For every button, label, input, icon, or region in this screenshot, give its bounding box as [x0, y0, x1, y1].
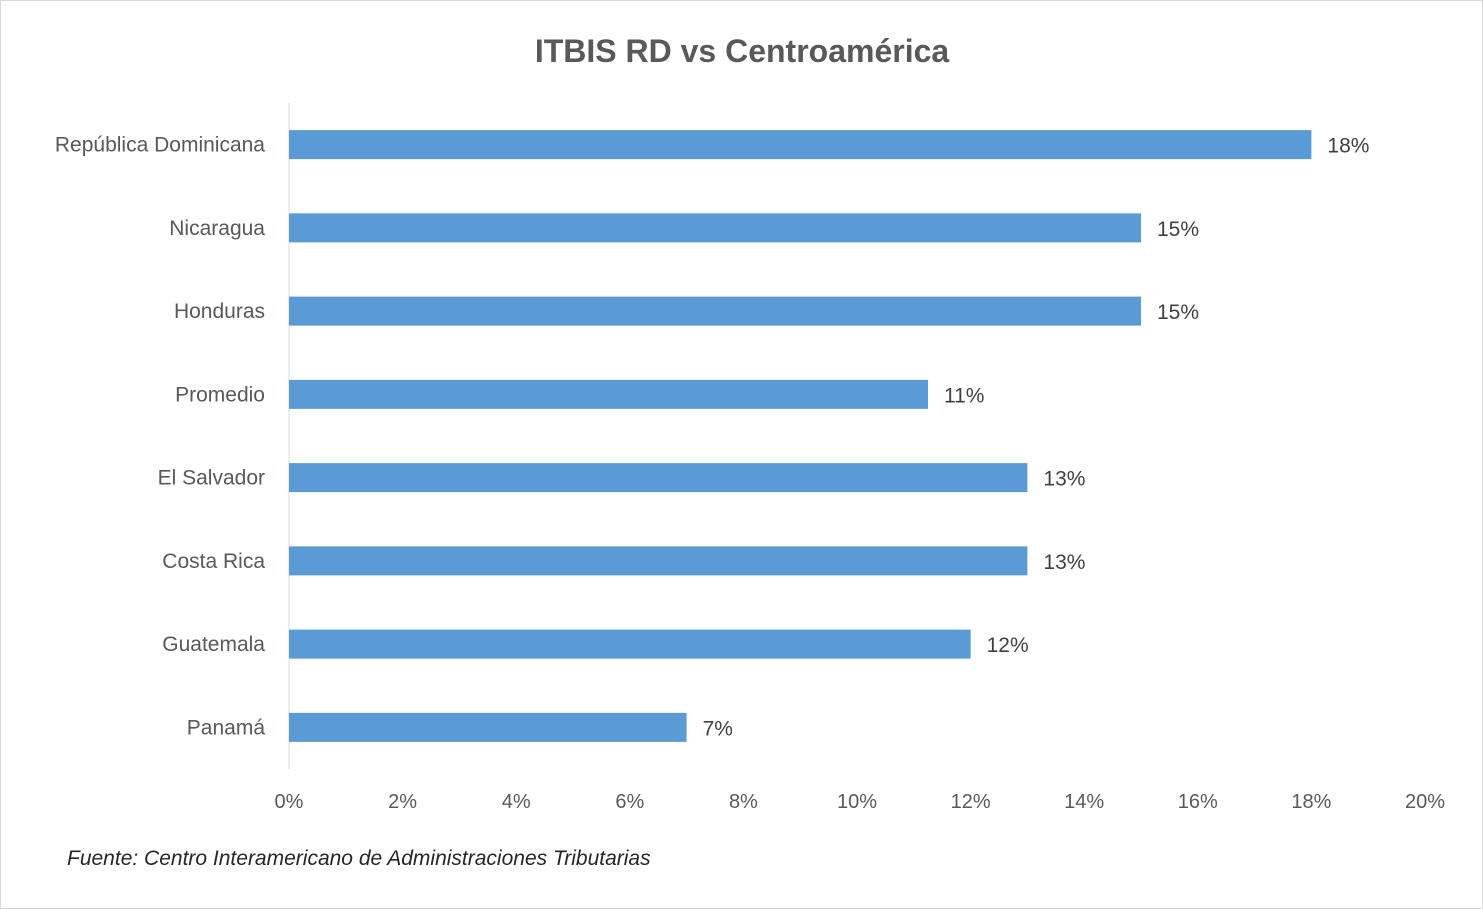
data-label: 7% — [703, 717, 733, 740]
x-tick-label: 8% — [729, 791, 758, 813]
x-tick-label: 6% — [615, 791, 644, 813]
bar — [289, 629, 971, 659]
category-label: Honduras — [174, 300, 265, 323]
category-label: República Dominicana — [55, 134, 265, 157]
category-label: Promedio — [175, 383, 265, 406]
bar — [289, 296, 1141, 326]
x-tick-label: 2% — [388, 791, 417, 813]
data-label: 18% — [1327, 135, 1369, 158]
x-tick-label: 4% — [502, 791, 531, 813]
x-tick-label: 12% — [951, 791, 991, 813]
x-tick-label: 0% — [275, 791, 304, 813]
data-label: 15% — [1157, 218, 1199, 241]
x-tick-label: 14% — [1064, 791, 1104, 813]
x-tick-label: 10% — [837, 791, 877, 813]
bar — [289, 130, 1312, 160]
category-label: Costa Rica — [162, 550, 265, 573]
category-label: El Salvador — [158, 467, 265, 490]
bar — [289, 546, 1028, 576]
bar — [289, 379, 928, 409]
chart-title: ITBIS RD vs Centroamérica — [535, 33, 950, 69]
bar — [289, 463, 1028, 493]
category-label: Nicaragua — [169, 217, 265, 240]
x-tick-label: 16% — [1178, 791, 1218, 813]
data-label: 11% — [944, 384, 984, 407]
data-label: 13% — [1043, 551, 1085, 574]
bar — [289, 712, 687, 742]
data-label: 12% — [987, 634, 1029, 657]
category-label: Guatemala — [162, 633, 265, 656]
axis-layer: 0% 2% 4% 6% 8% 10% 12% 14% 16% 18% 20% República Do… — [55, 103, 1445, 813]
bars-layer: 18% 15% 15% 11% 13% 13% 12% 7% — [289, 130, 1369, 742]
data-label: 13% — [1043, 468, 1085, 491]
x-tick-label: 20% — [1405, 791, 1445, 813]
bar — [289, 213, 1141, 243]
x-tick-label: 18% — [1291, 791, 1331, 813]
data-label: 15% — [1157, 301, 1199, 324]
category-label: Panamá — [187, 716, 266, 739]
source-note: Fuente: Centro Interamericano de Adminis… — [67, 847, 651, 870]
